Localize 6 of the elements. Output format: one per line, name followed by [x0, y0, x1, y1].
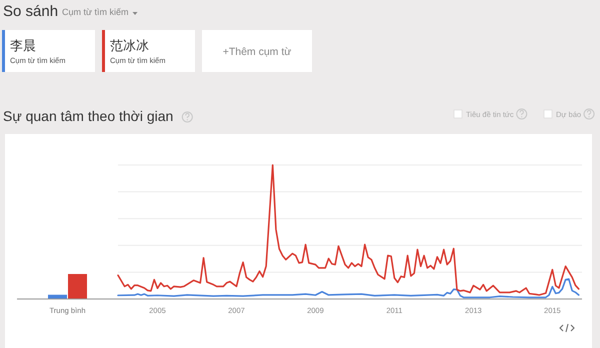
chart-title: Sự quan tâm theo thời gian	[3, 108, 174, 124]
legend-label: 李晨	[10, 38, 36, 53]
text: +Thêm cụm từ	[222, 46, 292, 58]
legend-label: 范冰冰	[110, 38, 149, 53]
text: So sánh	[3, 3, 58, 20]
text: Cụm từ tìm kiếm	[62, 7, 129, 17]
